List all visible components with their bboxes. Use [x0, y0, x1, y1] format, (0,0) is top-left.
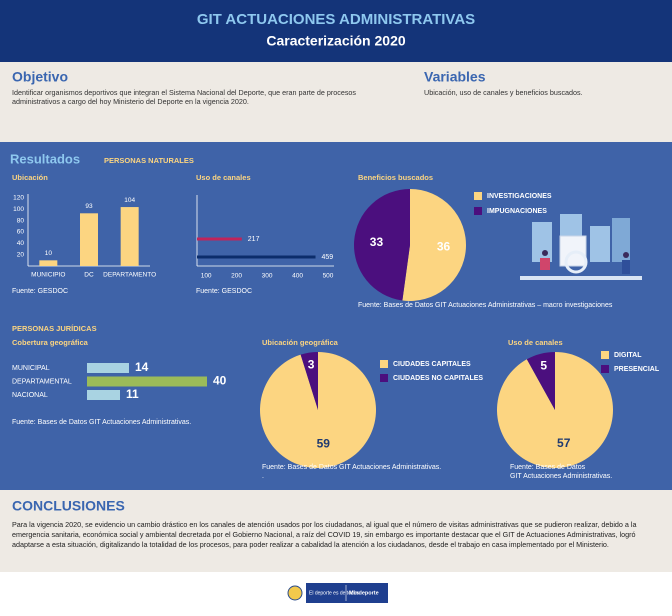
- bar: [197, 255, 316, 259]
- legend-label: DIGITAL: [614, 352, 642, 359]
- chart-title: Uso de canales: [196, 173, 251, 182]
- variables-text: Ubicación, uso de canales y beneficios b…: [424, 88, 583, 97]
- chart-title: Uso de canales: [508, 338, 563, 347]
- footer-brand: Mindeporte: [349, 590, 379, 596]
- y-tick-label: 100: [13, 206, 24, 213]
- chart-source: Fuente: Bases de Datos GIT Actuaciones A…: [358, 302, 613, 309]
- group-heading: PERSONAS NATURALES: [104, 156, 194, 165]
- legend-swatch: [474, 192, 482, 200]
- pie-slice: [353, 189, 410, 301]
- x-tick-label: 200: [231, 273, 242, 280]
- value-label: 14: [135, 360, 149, 374]
- value-label: 11: [126, 387, 139, 401]
- value-label: 10: [45, 250, 53, 257]
- bar: [197, 237, 242, 241]
- slice-label: 3: [308, 357, 315, 371]
- legend-swatch: [474, 207, 482, 215]
- bar: [120, 207, 139, 266]
- footer-slogan: El deporte es de todos: [309, 590, 360, 596]
- legend-label: CIUDADES NO CAPITALES: [393, 375, 483, 382]
- slice-label: 59: [317, 437, 331, 451]
- slice-label: 36: [437, 239, 451, 253]
- illustration: [520, 214, 642, 280]
- conclusions-band: [0, 490, 672, 572]
- y-tick-label: 60: [17, 229, 25, 236]
- chart-source: Fuente: Bases de Datos GIT Actuaciones A…: [262, 464, 442, 480]
- chart-title: Ubicación: [12, 173, 48, 182]
- bar: [87, 376, 207, 387]
- pie-slice: [526, 352, 555, 410]
- legend-swatch: [601, 351, 609, 359]
- y-tick-label: 20: [17, 251, 25, 258]
- x-tick-label: 100: [201, 273, 212, 280]
- value-label: 93: [85, 203, 93, 210]
- chart-title: Beneficios buscados: [358, 173, 433, 182]
- chart-title: Cobertura geográfica: [12, 338, 89, 347]
- conclusions-text: Para la vigencia 2020, se evidencio un c…: [12, 520, 637, 549]
- intro-band: [0, 62, 672, 142]
- x-tick-label: 300: [262, 273, 273, 280]
- bar: [87, 390, 120, 400]
- legend-label: IMPUGNACIONES: [487, 208, 547, 215]
- legend-swatch: [380, 374, 388, 382]
- header-band: [0, 0, 672, 62]
- chart-title: Ubicación geográfica: [262, 338, 339, 347]
- x-tick-label: MUNICIPIO: [31, 272, 65, 279]
- chart-source: Fuente: Bases de Datos GIT Actuaciones A…: [12, 419, 192, 426]
- section-heading: Objetivo: [12, 69, 68, 85]
- pie-slice: [300, 352, 318, 410]
- chart-source: Fuente: Bases de Datos GIT Actuaciones A…: [510, 464, 613, 480]
- section-heading: CONCLUSIONES: [12, 498, 125, 514]
- bar: [80, 213, 98, 266]
- pie-slice: [402, 189, 466, 302]
- x-tick-label: 400: [292, 273, 303, 280]
- chart-source: Fuente: GESDOC: [12, 288, 69, 295]
- slice-label: 5: [540, 358, 547, 372]
- x-tick-label: DC: [84, 272, 94, 279]
- objective-text: Identificar organismos deportivos que in…: [12, 88, 356, 106]
- group-heading: PERSONAS JURÍDICAS: [12, 324, 97, 333]
- legend-swatch: [380, 360, 388, 368]
- y-tick-label: 80: [17, 217, 25, 224]
- y-tick-label: 40: [17, 240, 25, 247]
- legend-label: CIUDADES CAPITALES: [393, 361, 471, 368]
- category-label: DEPARTAMENTAL: [12, 378, 72, 385]
- value-label: 217: [248, 236, 260, 243]
- value-label: 40: [213, 374, 227, 388]
- bar: [39, 260, 58, 266]
- legend-label: INVESTIGACIONES: [487, 193, 552, 200]
- value-label: 459: [322, 254, 334, 261]
- section-heading: Variables: [424, 69, 486, 85]
- pie-slice: [497, 352, 614, 468]
- page-title: GIT ACTUACIONES ADMINISTRATIVAS: [197, 11, 475, 28]
- footer-logo: El deporte es de todos Mindeporte: [287, 583, 388, 603]
- legend-swatch: [601, 365, 609, 373]
- value-label: 104: [124, 197, 135, 204]
- bar: [87, 363, 129, 373]
- category-label: MUNICIPAL: [12, 365, 50, 372]
- slice-label: 33: [370, 235, 384, 249]
- x-tick-label: DEPARTAMENTO: [103, 272, 156, 279]
- slice-label: 57: [557, 436, 571, 450]
- y-tick-label: 120: [13, 195, 24, 202]
- page-subtitle: Caracterización 2020: [266, 33, 406, 49]
- x-tick-label: 500: [323, 273, 334, 280]
- category-label: NACIONAL: [12, 392, 48, 399]
- section-heading: Resultados: [10, 151, 80, 166]
- legend-label: PRESENCIAL: [614, 366, 660, 373]
- chart-source: Fuente: GESDOC: [196, 288, 253, 295]
